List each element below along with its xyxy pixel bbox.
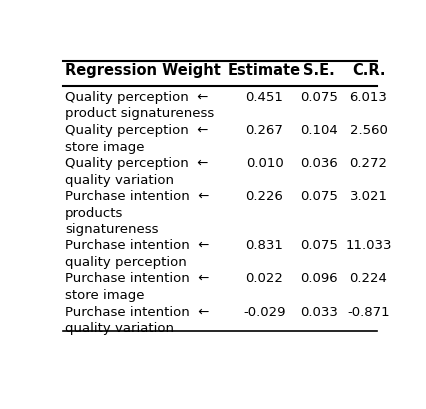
Text: Regression Weight: Regression Weight (65, 63, 221, 78)
Text: 3.021: 3.021 (350, 190, 388, 203)
Text: Purchase intention  ←
quality perception: Purchase intention ← quality perception (65, 239, 209, 268)
Text: Quality perception  ←
product signatureness: Quality perception ← product signaturene… (65, 91, 214, 120)
Text: S.E.: S.E. (303, 63, 335, 78)
Text: 0.451: 0.451 (246, 91, 283, 103)
Text: Purchase intention  ←
products
signatureness: Purchase intention ← products signaturen… (65, 190, 209, 236)
Text: 0.267: 0.267 (246, 124, 283, 137)
Text: 0.096: 0.096 (300, 272, 338, 285)
Text: 0.022: 0.022 (246, 272, 283, 285)
Text: 6.013: 6.013 (350, 91, 388, 103)
Text: 0.075: 0.075 (300, 190, 338, 203)
Text: Quality perception  ←
quality variation: Quality perception ← quality variation (65, 157, 208, 186)
Text: 0.010: 0.010 (246, 157, 283, 170)
Text: Estimate: Estimate (228, 63, 301, 78)
Text: 0.272: 0.272 (350, 157, 388, 170)
Text: Quality perception  ←
store image: Quality perception ← store image (65, 124, 208, 153)
Text: 11.033: 11.033 (345, 239, 392, 252)
Text: Purchase intention  ←
quality variation: Purchase intention ← quality variation (65, 305, 209, 334)
Text: 0.226: 0.226 (246, 190, 283, 203)
Text: 0.104: 0.104 (300, 124, 338, 137)
Text: 0.075: 0.075 (300, 91, 338, 103)
Text: -0.029: -0.029 (243, 305, 286, 318)
Text: -0.871: -0.871 (347, 305, 390, 318)
Text: 2.560: 2.560 (350, 124, 388, 137)
Text: C.R.: C.R. (352, 63, 385, 78)
Text: 0.831: 0.831 (246, 239, 283, 252)
Text: 0.224: 0.224 (350, 272, 388, 285)
Text: 0.036: 0.036 (300, 157, 338, 170)
Text: 0.075: 0.075 (300, 239, 338, 252)
Text: Purchase intention  ←
store image: Purchase intention ← store image (65, 272, 209, 301)
Text: 0.033: 0.033 (300, 305, 338, 318)
